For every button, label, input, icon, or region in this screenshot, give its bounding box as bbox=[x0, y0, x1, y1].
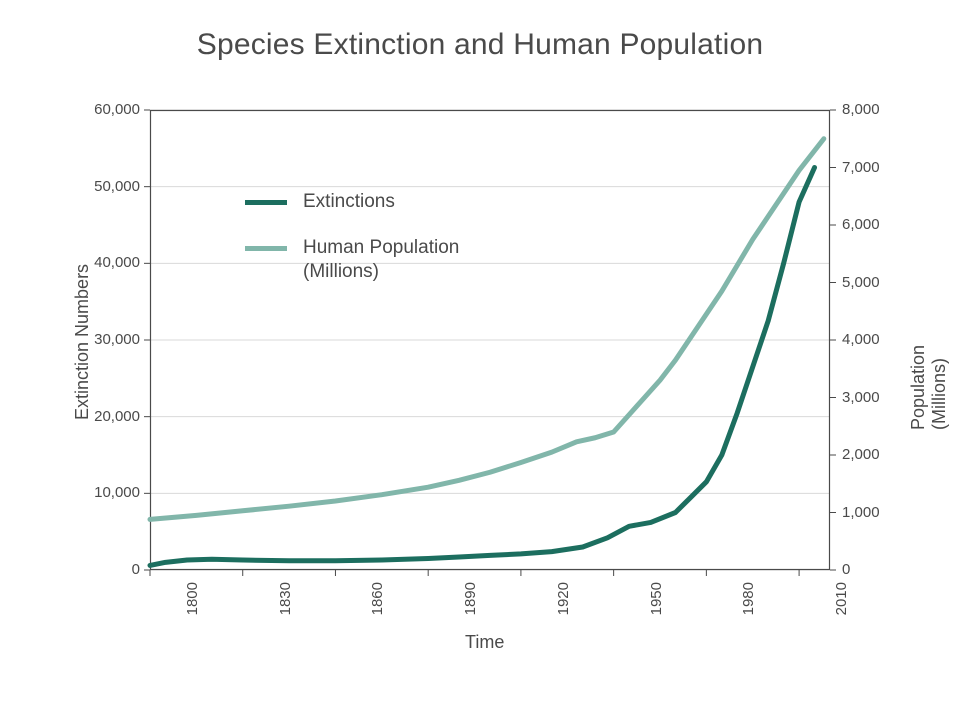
x-tick-label: 1980 bbox=[740, 582, 757, 622]
x-tick-label: 1950 bbox=[648, 582, 665, 622]
x-tick-label: 2010 bbox=[833, 582, 850, 622]
y-right-tick-label: 5,000 bbox=[842, 274, 880, 291]
legend: Extinctions Human Population (Millions) bbox=[245, 190, 459, 305]
y-axis-left-label: Extinction Numbers bbox=[72, 264, 93, 420]
x-tick-label: 1860 bbox=[369, 582, 386, 622]
legend-item: Human Population (Millions) bbox=[245, 236, 459, 284]
chart-area bbox=[150, 110, 830, 570]
legend-swatch bbox=[245, 200, 287, 205]
legend-swatch bbox=[245, 246, 287, 251]
y-left-tick-label: 50,000 bbox=[94, 178, 140, 195]
legend-label: Human Population (Millions) bbox=[303, 236, 459, 284]
y-left-tick-label: 60,000 bbox=[94, 101, 140, 118]
y-right-tick-label: 7,000 bbox=[842, 159, 880, 176]
y-left-tick-label: 30,000 bbox=[94, 331, 140, 348]
legend-label: Extinctions bbox=[303, 190, 395, 214]
x-tick-label: 1890 bbox=[462, 582, 479, 622]
chart-title: Species Extinction and Human Population bbox=[0, 28, 960, 62]
x-tick-label: 1830 bbox=[277, 582, 294, 622]
y-left-tick-label: 40,000 bbox=[94, 254, 140, 271]
plot-svg bbox=[150, 110, 830, 570]
x-tick-label: 1800 bbox=[184, 582, 201, 622]
y-right-tick-label: 6,000 bbox=[842, 216, 880, 233]
y-right-tick-label: 8,000 bbox=[842, 101, 880, 118]
y-right-tick-label: 3,000 bbox=[842, 389, 880, 406]
y-right-tick-label: 1,000 bbox=[842, 504, 880, 521]
y-left-tick-label: 0 bbox=[132, 561, 140, 578]
legend-item: Extinctions bbox=[245, 190, 459, 214]
x-tick-label: 1920 bbox=[555, 582, 572, 622]
y-right-tick-label: 2,000 bbox=[842, 446, 880, 463]
x-axis-label: Time bbox=[465, 632, 504, 653]
y-left-tick-label: 10,000 bbox=[94, 484, 140, 501]
y-right-tick-label: 4,000 bbox=[842, 331, 880, 348]
y-left-tick-label: 20,000 bbox=[94, 408, 140, 425]
y-right-tick-label: 0 bbox=[842, 561, 850, 578]
y-axis-right-label: Population (Millions) bbox=[908, 345, 950, 430]
page: { "chart": { "type": "line-dual-axis", "… bbox=[0, 0, 960, 720]
